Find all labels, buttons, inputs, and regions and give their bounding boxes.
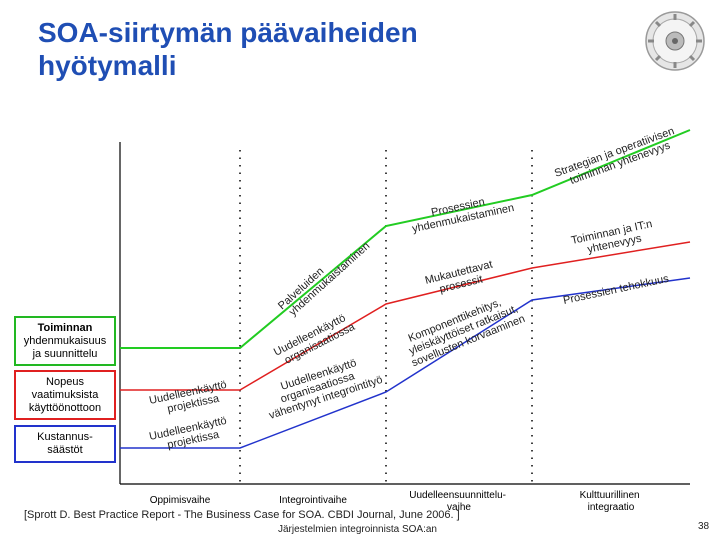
red-label-project-reuse: Uudelleenkäyttö projektissa [148, 378, 233, 419]
phase-label-learning: Oppimisvaihe [150, 495, 211, 506]
page-title: SOA-siirtymän päävaiheiden hyötymalli [38, 16, 558, 82]
category-box-speed-line: käyttöönottoon [28, 401, 102, 414]
blue-label-process-efficiency: Prosessien tehokkuus [562, 273, 670, 307]
red-curve [120, 241, 691, 391]
gear-logo-icon [645, 11, 705, 71]
category-box-alignment-line: ja suunnittelu [32, 347, 98, 360]
blue-label-org-reuse: Uudelleenkäyttö organisaatiossa vähentyn… [260, 351, 384, 422]
green-label-services: Palveluiden yhdenmukaistaminen [276, 231, 372, 321]
page-number: 38 [698, 521, 710, 532]
category-box-speed-line: vaatimuksista [31, 388, 99, 401]
green-label-processes: Prosessien yhdenmukaistaminen [409, 190, 516, 235]
phase-label-integration: Integrointivaihe [279, 495, 347, 506]
category-box-savings-line: säästöt [47, 444, 83, 456]
category-box-savings-line: Kustannus- [37, 431, 93, 443]
phase-label-culture: Kulttuurillinen integraatio [580, 490, 643, 513]
category-box-speed: Nopeus vaatimuksista käyttöönottoon [14, 370, 116, 420]
footer-text: Järjestelmien integroinnista SOA:an [278, 524, 437, 535]
source-citation: [Sprott D. Best Practice Report - The Bu… [24, 509, 460, 521]
blue-label-components: Komponenttikehitys, yleiskäyttöiset ratk… [401, 290, 527, 369]
blue-curve [120, 277, 691, 449]
green-curve [120, 129, 691, 349]
category-box-speed-line: Nopeus [46, 375, 84, 388]
category-box-savings: Kustannus- säästöt [14, 425, 116, 463]
category-box-alignment-line: Toiminnan [37, 321, 93, 334]
title-line-1: SOA-siirtymän päävaiheiden [38, 17, 418, 48]
title-line-2: hyötymalli [38, 50, 177, 81]
red-label-business-it: Toiminnan ja IT:n yhtenevyys [570, 217, 659, 258]
category-box-alignment-line: yhdenmukaisuus [23, 334, 107, 347]
phase-label-redesign: Uudelleensuunnittelu- vaihe [409, 490, 509, 513]
green-label-strategy: Strategian ja operatiivisen toiminnan yh… [553, 124, 683, 191]
category-box-alignment: Toiminnan yhdenmukaisuus ja suunnittelu [14, 316, 116, 366]
